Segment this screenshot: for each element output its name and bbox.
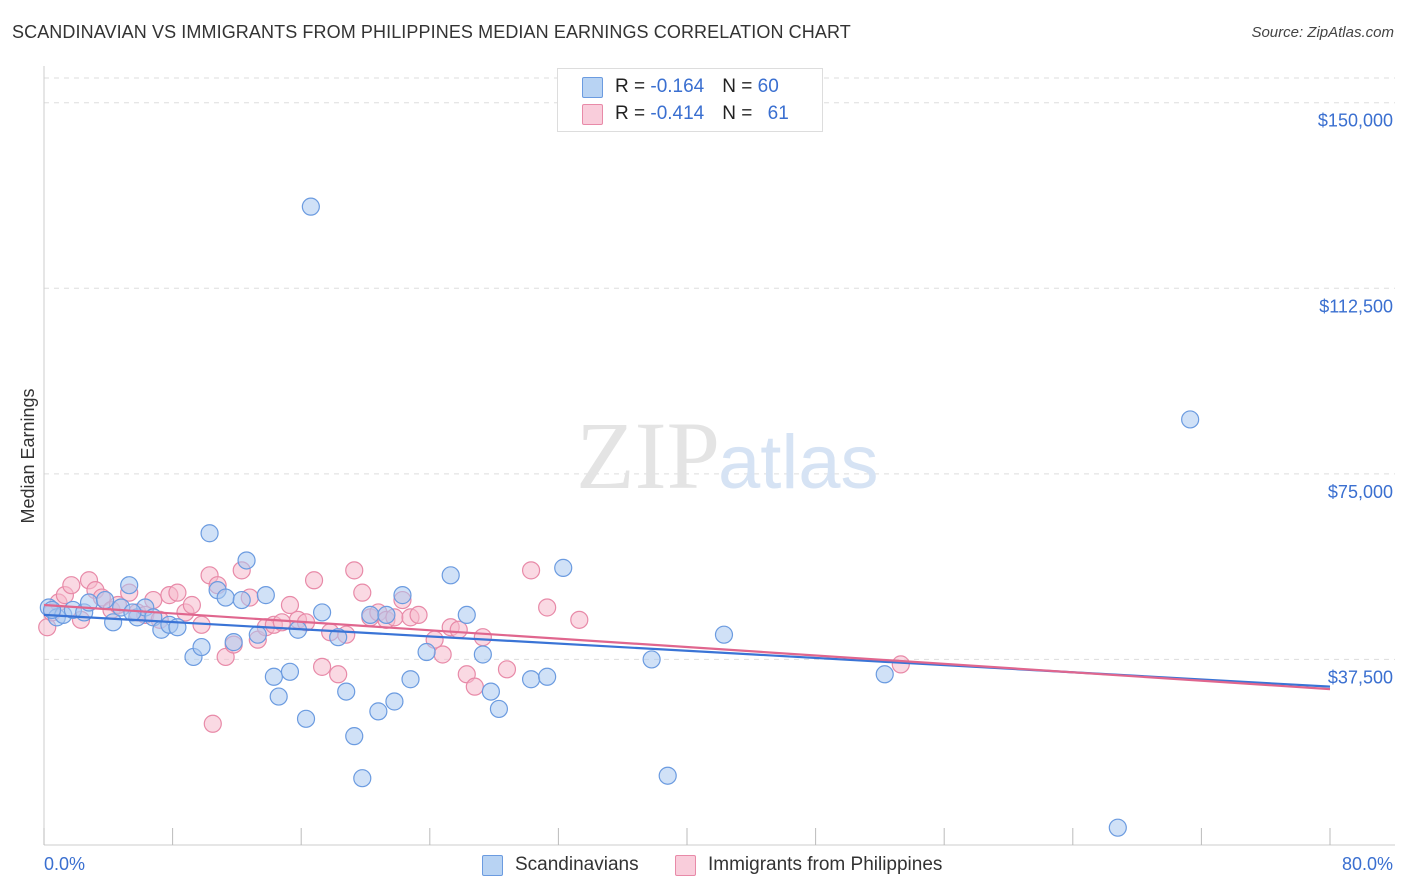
- scandinavian-point: [280, 662, 300, 681]
- bottom-legend-scandinavians: Scandinavians: [482, 852, 639, 878]
- scandinavian-point: [269, 687, 288, 706]
- philippines-point: [538, 598, 557, 617]
- watermark-zip: ZIP: [576, 402, 720, 509]
- legend-n-value: 60: [757, 76, 779, 97]
- source-label: Source: ZipAtlas.com: [1251, 24, 1394, 41]
- scandinavian-point: [385, 692, 404, 711]
- scandinavian-point: [401, 670, 420, 689]
- scandinavian-point: [345, 727, 364, 746]
- scandinavian-point: [200, 524, 219, 543]
- scandinavian-point: [312, 603, 332, 622]
- tick-labels: $37,500 $75,000 $112,500 $150,000 0.0% 80.0%: [44, 111, 1393, 874]
- scandinavian-point: [521, 670, 541, 689]
- legend-row-scandinavians: R = -0.164 N = 60: [582, 74, 779, 100]
- scandinavian-point: [296, 709, 316, 728]
- scandinavian-point: [481, 682, 500, 701]
- philippines-point: [203, 714, 222, 733]
- legend-r-value: -0.164: [650, 76, 705, 97]
- scandinavian-point: [417, 642, 436, 662]
- correlation-legend: R = -0.164 N = 60 R = -0.414 N = 61: [557, 68, 823, 132]
- bottom-legend-swatch-pink: [675, 854, 696, 876]
- scandinavian-point: [554, 558, 573, 577]
- scandinavian-point: [329, 628, 348, 647]
- scandinavian-point: [658, 766, 677, 785]
- scandinavian-point: [489, 699, 509, 719]
- data-points: [38, 197, 1200, 837]
- bottom-legend-label-philippines: Immigrants from Philippines: [708, 854, 943, 875]
- scandinavian-point: [237, 551, 256, 570]
- bottom-legend-label-scandinavians: Scandinavians: [515, 854, 639, 875]
- philippines-point: [449, 620, 468, 639]
- y-tick-label: $37,500: [1328, 667, 1393, 687]
- y-tick-label: $150,000: [1318, 111, 1393, 131]
- philippines-point: [304, 571, 324, 590]
- legend-r-label: R =: [615, 103, 651, 124]
- philippines-point: [168, 583, 187, 602]
- bottom-legend-swatch-blue: [482, 854, 503, 876]
- scandinavian-point: [441, 566, 460, 585]
- scandinavian-point: [216, 588, 235, 607]
- scandinavian-point: [457, 605, 476, 625]
- scandinavian-point: [120, 576, 139, 595]
- philippines-point: [353, 583, 372, 602]
- philippines-point: [409, 605, 428, 625]
- scandinavian-point: [224, 633, 243, 652]
- philippines-point: [497, 660, 517, 679]
- legend-n-label: N =: [722, 76, 758, 97]
- scandinavian-point: [301, 197, 320, 216]
- x-tick-label: 80.0%: [1342, 854, 1393, 874]
- chart-title: SCANDINAVIAN VS IMMIGRANTS FROM PHILIPPI…: [12, 22, 851, 42]
- scandinavian-point: [377, 605, 396, 625]
- philippines-point: [312, 657, 332, 676]
- legend-r-value: -0.414: [650, 103, 705, 124]
- scandinavian-point: [353, 769, 372, 788]
- y-tick-label: $75,000: [1328, 482, 1393, 502]
- legend-n-label: N =: [722, 103, 758, 124]
- scandinavian-point: [192, 637, 211, 657]
- scandinavian-point: [337, 682, 356, 701]
- philippines-point: [329, 665, 348, 684]
- scandinavian-point: [95, 590, 115, 610]
- philippines-point: [521, 561, 541, 580]
- scandinavian-point: [538, 667, 557, 686]
- y-tick-label: $112,500: [1319, 296, 1393, 316]
- scandinavian-point: [1108, 818, 1127, 837]
- scandinavian-point: [714, 625, 734, 644]
- scandinavian-point: [1181, 410, 1200, 429]
- legend-swatch-pink: [582, 103, 603, 125]
- y-axis-title: Median Earnings: [18, 388, 38, 523]
- philippines-point: [465, 677, 484, 696]
- philippines-point: [473, 628, 492, 647]
- philippines-point: [345, 561, 364, 580]
- philippines-point: [62, 576, 81, 595]
- legend-r-label: R =: [615, 76, 651, 97]
- x-tick-label: 0.0%: [44, 854, 85, 874]
- scandinavian-point: [361, 605, 380, 625]
- philippines-point: [182, 595, 201, 615]
- scandinavian-point: [248, 625, 267, 644]
- scandinavian-point: [875, 665, 894, 684]
- legend-n-value: 61: [767, 103, 789, 124]
- watermark-atlas: atlas: [718, 420, 879, 505]
- scandinavian-point: [264, 667, 283, 686]
- scandinavian-point: [473, 645, 492, 664]
- trend-lines: [43, 603, 1331, 691]
- philippines-point: [280, 595, 300, 615]
- legend-row-philippines: R = -0.414 N = 61: [582, 101, 789, 127]
- philippines-point: [433, 645, 452, 664]
- scandinavian-point: [232, 590, 251, 610]
- scandinavian-point: [104, 613, 123, 632]
- bottom-legend-philippines: Immigrants from Philippines: [675, 852, 942, 878]
- axes: [43, 66, 1395, 846]
- philippines-trend-line: [43, 603, 1331, 691]
- philippines-point: [570, 610, 589, 629]
- scandinavian-point: [369, 702, 388, 721]
- scandinavian-point: [123, 603, 142, 622]
- legend-swatch-blue: [582, 76, 603, 98]
- philippines-point: [891, 655, 910, 674]
- scandinavian-point: [642, 650, 661, 669]
- scandinavian-point: [393, 586, 412, 605]
- scandinavian-point: [256, 586, 275, 605]
